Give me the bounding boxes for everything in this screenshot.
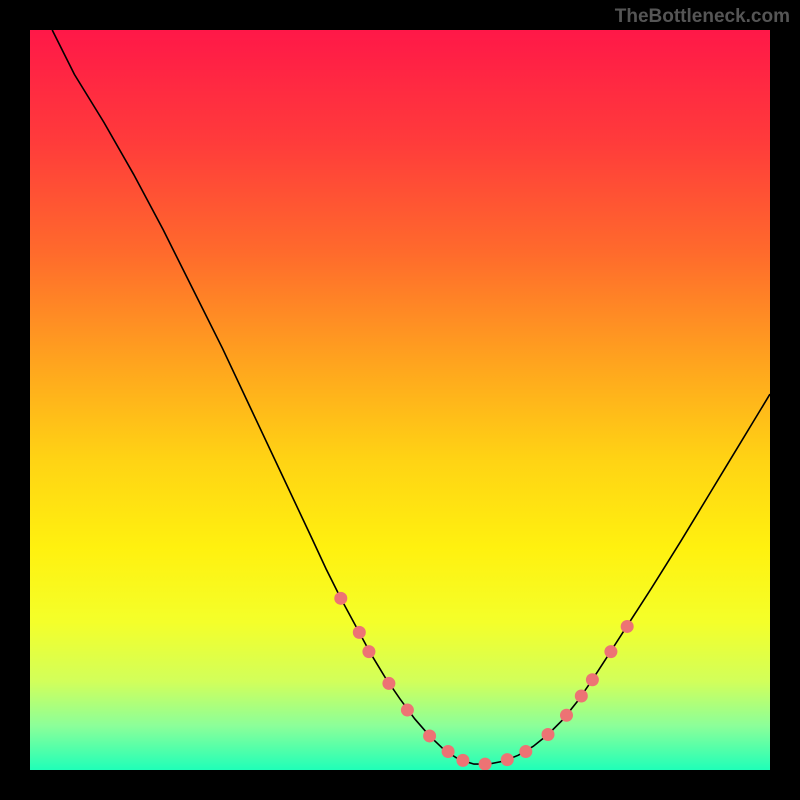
marker-point — [442, 745, 455, 758]
marker-point — [519, 745, 532, 758]
marker-point — [382, 677, 395, 690]
marker-point — [479, 758, 492, 770]
marker-point — [542, 728, 555, 741]
marker-point — [560, 709, 573, 722]
attribution-text: TheBottleneck.com — [615, 6, 790, 28]
chart-frame: TheBottleneck.com — [0, 0, 800, 800]
bottleneck-chart — [30, 30, 770, 770]
marker-point — [362, 645, 375, 658]
marker-point — [501, 753, 514, 766]
marker-point — [586, 673, 599, 686]
marker-point — [353, 626, 366, 639]
marker-point — [401, 704, 414, 717]
marker-point — [423, 729, 436, 742]
plot-area — [30, 30, 770, 770]
marker-point — [604, 645, 617, 658]
marker-point — [456, 754, 469, 767]
gradient-background — [30, 30, 770, 770]
marker-point — [621, 620, 634, 633]
marker-point — [575, 690, 588, 703]
marker-point — [334, 592, 347, 605]
